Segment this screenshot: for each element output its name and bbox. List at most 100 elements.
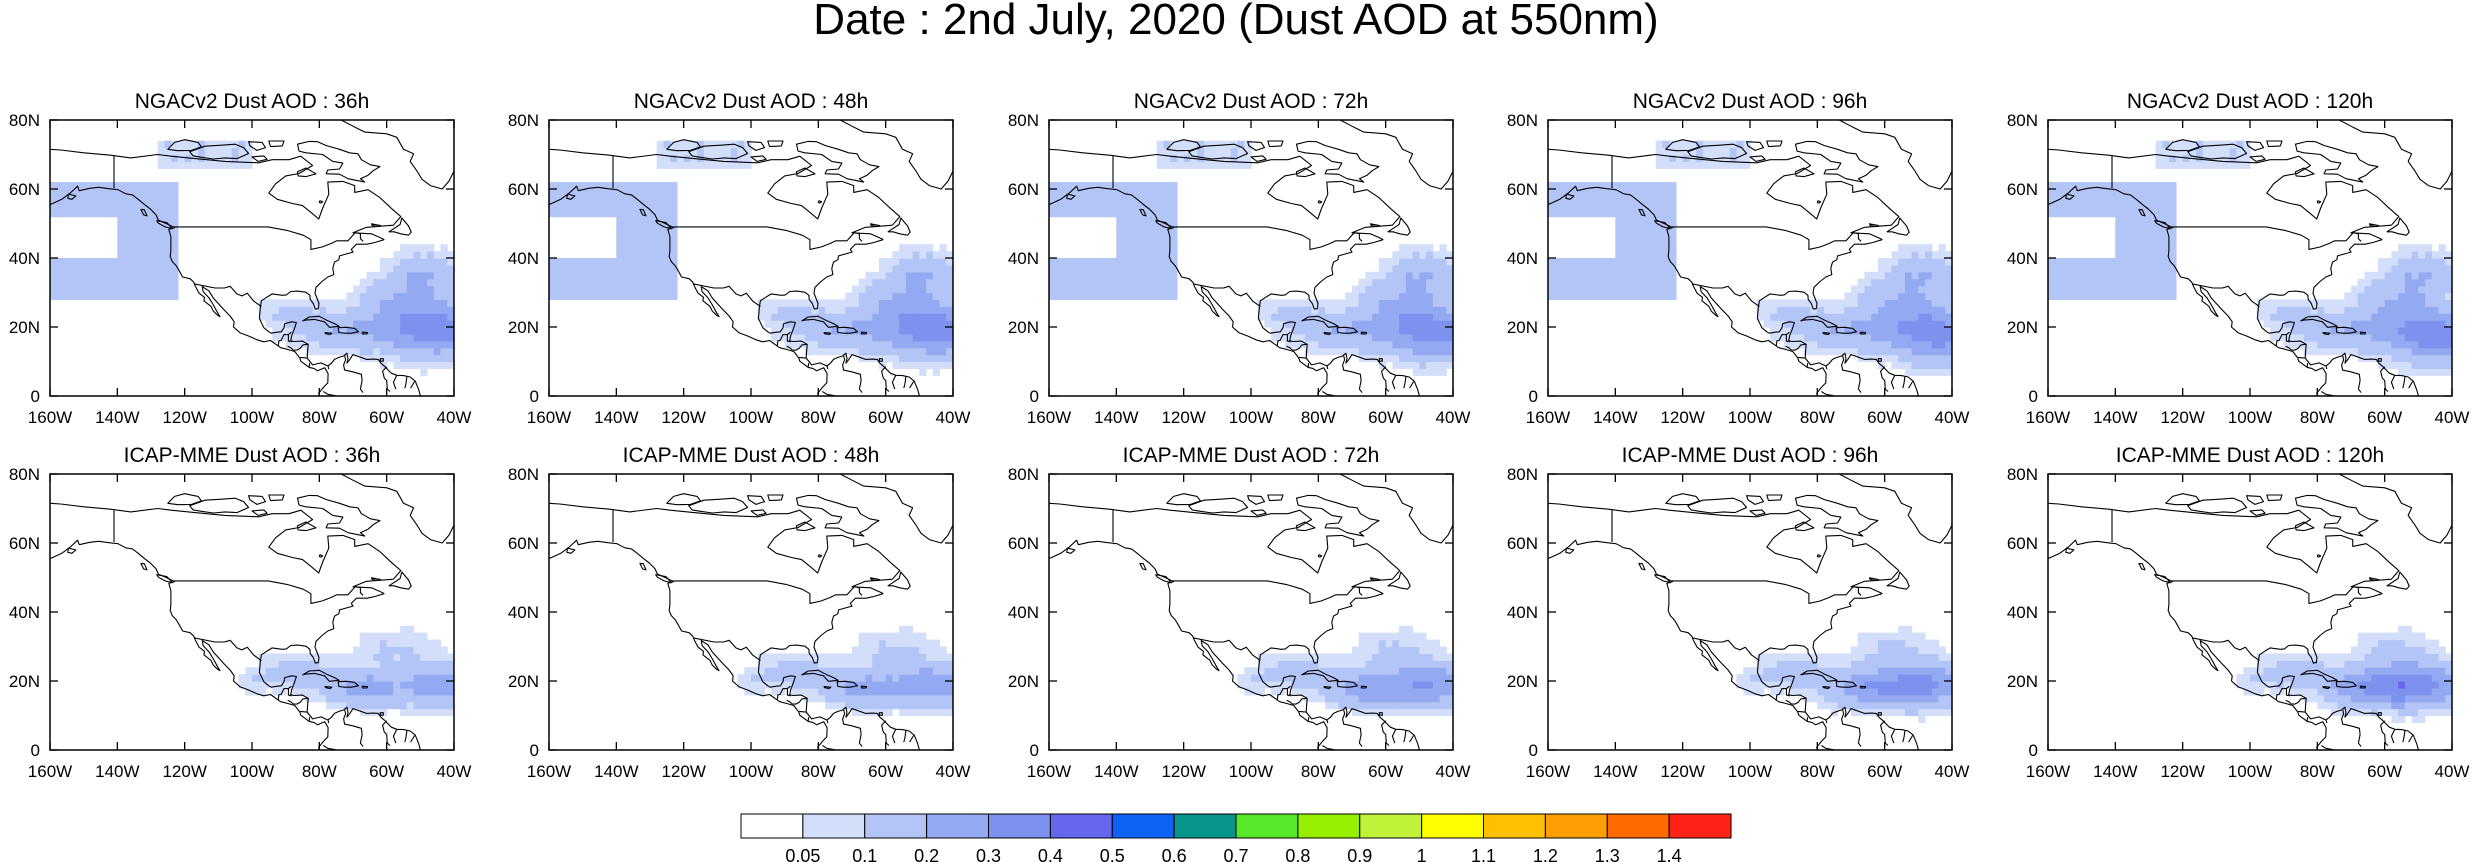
- colorbar-swatch: [1668, 813, 1732, 839]
- colorbar-swatch: [1173, 813, 1237, 839]
- x-tick-label: 140W: [1094, 408, 1138, 427]
- y-tick-label: 60N: [9, 180, 40, 199]
- x-tick-label: 120W: [1161, 408, 1205, 427]
- map-panel: NGACv2 Dust AOD : 72h 160W 140W 120W 100W 80W…: [1008, 90, 1471, 427]
- x-tick-label: 160W: [2026, 762, 2070, 781]
- x-tick-label: 60W: [2367, 762, 2402, 781]
- colorbar-label: 0.2: [914, 846, 939, 862]
- y-tick-label: 20N: [508, 672, 539, 691]
- x-tick-label: 120W: [661, 762, 705, 781]
- x-tick-label: 100W: [729, 762, 773, 781]
- x-tick-label: 100W: [230, 408, 274, 427]
- colorbar-swatch: [988, 813, 1051, 839]
- y-tick-label: 80N: [1507, 111, 1538, 130]
- y-tick-label: 80N: [1507, 465, 1538, 484]
- colorbar-label: 1.1: [1471, 846, 1496, 862]
- dust-aod-field: [1049, 140, 1453, 376]
- y-tick-label: 0: [1030, 741, 1039, 760]
- panel-title: ICAP-MME Dust AOD : 96h: [1622, 444, 1879, 467]
- x-tick-label: 60W: [1867, 408, 1902, 427]
- x-tick-label: 140W: [594, 762, 638, 781]
- x-tick-label: 80W: [2300, 408, 2335, 427]
- panel-title: ICAP-MME Dust AOD : 36h: [124, 444, 381, 467]
- y-tick-label: 40N: [1008, 249, 1039, 268]
- colorbar-swatch: [1606, 813, 1670, 839]
- x-tick-label: 100W: [729, 408, 773, 427]
- y-tick-label: 80N: [1008, 111, 1039, 130]
- dust-aod-field: [737, 625, 953, 717]
- y-tick-label: 0: [1030, 387, 1039, 406]
- x-tick-label: 120W: [1161, 762, 1205, 781]
- x-tick-label: 60W: [868, 408, 903, 427]
- x-tick-label: 80W: [2300, 762, 2335, 781]
- x-tick-label: 120W: [1660, 762, 1704, 781]
- x-tick-label: 80W: [1301, 762, 1336, 781]
- x-tick-label: 100W: [2228, 408, 2272, 427]
- x-tick-label: 80W: [1301, 408, 1336, 427]
- colorbar-label: 1.2: [1533, 846, 1558, 862]
- x-tick-label: 140W: [1094, 762, 1138, 781]
- dust-aod-field: [238, 625, 454, 717]
- colorbar-label: 0.4: [1038, 846, 1063, 862]
- dust-aod-field: [1237, 625, 1453, 717]
- colorbar-swatch: [1544, 813, 1608, 839]
- y-tick-label: 20N: [2007, 672, 2038, 691]
- panel-title: NGACv2 Dust AOD : 120h: [2127, 90, 2373, 113]
- colorbar-label: 0.3: [976, 846, 1001, 862]
- map-panel: ICAP-MME Dust AOD : 120h 160W 140W 120W 100W…: [2007, 444, 2470, 781]
- map-panel: NGACv2 Dust AOD : 96h 160W 140W 120W 100W 80W…: [1507, 90, 1970, 427]
- x-tick-label: 160W: [1027, 408, 1071, 427]
- y-tick-label: 0: [2029, 741, 2038, 760]
- colorbar-swatch: [1483, 813, 1546, 839]
- coastlines: [1049, 120, 1453, 396]
- x-tick-label: 80W: [801, 408, 836, 427]
- y-tick-label: 0: [1529, 387, 1538, 406]
- y-tick-label: 40N: [9, 603, 40, 622]
- x-tick-label: 120W: [2160, 408, 2204, 427]
- colorbar-swatch: [864, 813, 928, 839]
- colorbar: 0.05 0.1 0.2 0.3 0.4 0.5 0.6 0.7 0.8 0.9 1 1.1 1.2 1.…: [740, 813, 1732, 862]
- map-panel: NGACv2 Dust AOD : 120h 160W 140W 120W 100W 80…: [2007, 90, 2470, 427]
- y-tick-label: 40N: [1008, 603, 1039, 622]
- y-tick-label: 20N: [9, 318, 40, 337]
- y-tick-label: 60N: [1008, 534, 1039, 553]
- y-tick-label: 80N: [508, 465, 539, 484]
- x-tick-label: 140W: [2093, 762, 2137, 781]
- panel-title: ICAP-MME Dust AOD : 48h: [623, 444, 880, 467]
- x-tick-label: 140W: [1593, 762, 1637, 781]
- x-tick-label: 120W: [2160, 762, 2204, 781]
- y-tick-label: 20N: [2007, 318, 2038, 337]
- colorbar-swatch: [1049, 813, 1113, 839]
- y-tick-label: 40N: [508, 603, 539, 622]
- x-tick-label: 40W: [1935, 762, 1970, 781]
- colorbar-swatch: [740, 813, 804, 839]
- x-tick-label: 160W: [527, 408, 571, 427]
- x-tick-label: 40W: [1436, 408, 1471, 427]
- colorbar-label: 1: [1417, 846, 1427, 862]
- coastlines: [50, 474, 454, 750]
- y-tick-label: 20N: [1507, 672, 1538, 691]
- y-tick-label: 20N: [9, 672, 40, 691]
- y-tick-label: 0: [530, 741, 539, 760]
- colorbar-swatch: [926, 813, 990, 839]
- map-panel: NGACv2 Dust AOD : 48h 160W 140W 120W 100W 80W…: [508, 90, 971, 427]
- y-tick-label: 80N: [9, 465, 40, 484]
- x-tick-label: 40W: [936, 762, 971, 781]
- x-tick-label: 60W: [1368, 762, 1403, 781]
- y-tick-label: 40N: [2007, 249, 2038, 268]
- x-tick-label: 40W: [2435, 762, 2470, 781]
- x-tick-label: 100W: [1229, 762, 1273, 781]
- x-tick-label: 160W: [1526, 408, 1570, 427]
- colorbar-swatch: [1421, 813, 1485, 839]
- x-tick-label: 100W: [230, 762, 274, 781]
- y-tick-label: 80N: [9, 111, 40, 130]
- x-tick-label: 60W: [868, 762, 903, 781]
- x-tick-label: 40W: [437, 762, 472, 781]
- panel-title: NGACv2 Dust AOD : 48h: [634, 90, 869, 113]
- panel-title: NGACv2 Dust AOD : 36h: [135, 90, 370, 113]
- y-tick-label: 40N: [1507, 249, 1538, 268]
- x-tick-label: 160W: [1526, 762, 1570, 781]
- y-tick-label: 0: [2029, 387, 2038, 406]
- dust-aod-field: [549, 140, 953, 376]
